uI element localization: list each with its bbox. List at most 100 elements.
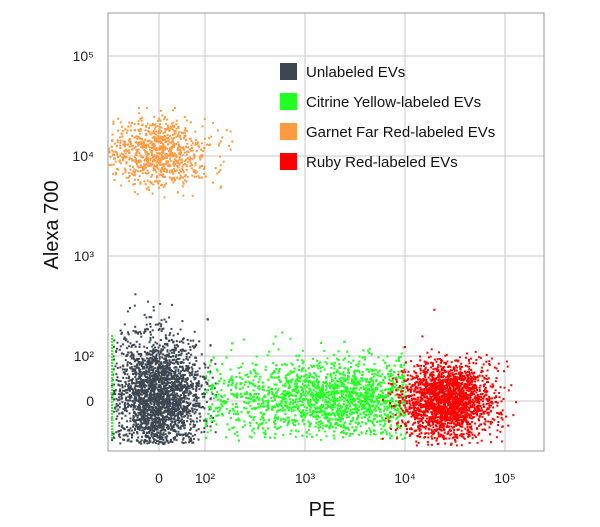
- data-point: [261, 414, 264, 417]
- data-point: [347, 381, 350, 384]
- data-point: [173, 346, 176, 349]
- data-point: [156, 428, 159, 431]
- data-point: [289, 370, 292, 373]
- data-point: [362, 396, 365, 399]
- data-point: [158, 412, 161, 415]
- data-point: [358, 360, 361, 363]
- data-point: [138, 382, 141, 385]
- data-point: [176, 407, 179, 410]
- data-point: [357, 395, 360, 398]
- data-point: [291, 421, 294, 424]
- data-point: [165, 418, 168, 421]
- data-point: [176, 343, 178, 346]
- data-point: [176, 400, 179, 403]
- data-point: [385, 394, 388, 397]
- data-point: [168, 385, 171, 387]
- data-point: [126, 368, 128, 371]
- data-point: [390, 379, 393, 382]
- data-point: [180, 383, 182, 386]
- data-point: [294, 424, 297, 427]
- data-point: [153, 402, 156, 405]
- data-point: [340, 389, 343, 392]
- data-point: [125, 407, 128, 410]
- data-point: [317, 367, 320, 370]
- data-point: [370, 387, 373, 389]
- data-point: [111, 353, 113, 355]
- data-point: [396, 404, 398, 407]
- data-point: [177, 398, 180, 401]
- data-point: [363, 401, 366, 404]
- data-point: [311, 413, 313, 416]
- data-point: [208, 408, 211, 411]
- data-point: [132, 388, 135, 391]
- data-point: [202, 406, 204, 408]
- data-point: [305, 385, 308, 388]
- data-point: [129, 420, 132, 423]
- data-point: [396, 436, 399, 439]
- data-point: [166, 415, 169, 418]
- data-point: [119, 436, 122, 439]
- data-point: [316, 392, 319, 395]
- data-point: [163, 384, 165, 387]
- data-point: [123, 428, 126, 431]
- data-point: [197, 428, 200, 431]
- data-point: [184, 391, 187, 394]
- data-point: [147, 381, 150, 384]
- data-point: [332, 390, 334, 393]
- data-point: [158, 399, 160, 402]
- data-point: [130, 352, 133, 355]
- data-point: [299, 395, 302, 398]
- data-point: [122, 389, 124, 392]
- data-point: [156, 399, 159, 402]
- data-point: [169, 372, 172, 375]
- data-point: [215, 368, 218, 371]
- data-point: [341, 412, 344, 415]
- data-point: [281, 409, 284, 412]
- data-point: [261, 381, 264, 384]
- data-point: [158, 390, 161, 393]
- data-point: [156, 436, 159, 439]
- data-point: [186, 382, 189, 385]
- data-point: [352, 380, 355, 383]
- data-point: [148, 375, 151, 378]
- data-point: [158, 344, 161, 347]
- data-point: [153, 391, 156, 394]
- data-point: [178, 433, 181, 436]
- data-point: [389, 373, 392, 376]
- data-point: [181, 349, 184, 352]
- data-point: [195, 388, 198, 390]
- data-point: [173, 358, 176, 361]
- data-point: [149, 440, 152, 443]
- data-point: [314, 393, 317, 396]
- data-point: [182, 401, 185, 404]
- data-point: [132, 389, 135, 392]
- data-point: [402, 381, 405, 384]
- data-point: [301, 434, 304, 437]
- data-point: [185, 365, 188, 368]
- data-point: [125, 433, 128, 436]
- data-point: [143, 345, 146, 348]
- data-point: [181, 369, 184, 372]
- data-point: [309, 399, 311, 402]
- data-point: [127, 351, 130, 354]
- data-point: [168, 413, 171, 416]
- data-point: [111, 404, 113, 406]
- data-point: [336, 387, 339, 389]
- data-point: [364, 387, 367, 390]
- data-point: [402, 364, 405, 367]
- data-point: [170, 386, 173, 389]
- data-point: [236, 434, 239, 437]
- data-point: [284, 382, 287, 385]
- data-point: [126, 426, 129, 428]
- data-point: [175, 419, 178, 422]
- data-point: [159, 350, 162, 353]
- data-point: [153, 426, 156, 429]
- data-point: [179, 402, 182, 405]
- data-point: [344, 374, 346, 377]
- data-point: [146, 442, 149, 445]
- data-point: [376, 388, 379, 391]
- data-point: [230, 377, 233, 380]
- data-point: [258, 423, 261, 426]
- data-point: [119, 393, 122, 396]
- data-point: [149, 393, 152, 396]
